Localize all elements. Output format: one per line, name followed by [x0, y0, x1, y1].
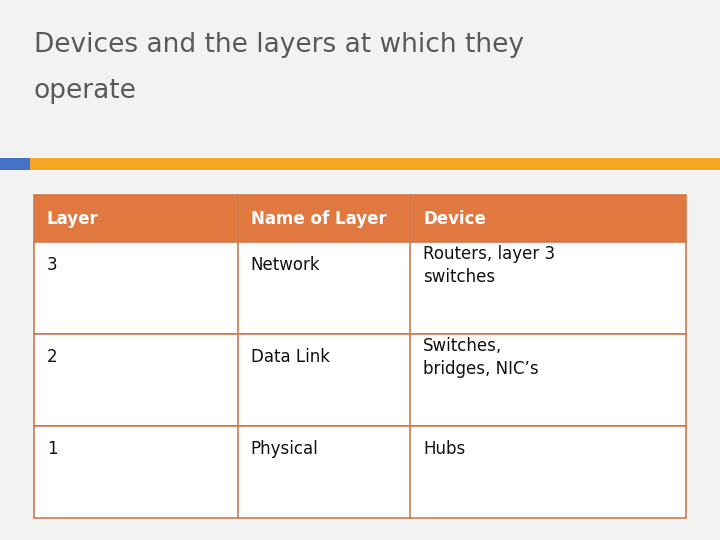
Text: Device: Device — [423, 210, 486, 228]
Text: Data Link: Data Link — [251, 348, 330, 367]
Bar — [30, 158, 720, 170]
Bar — [34, 334, 686, 427]
Text: 3: 3 — [47, 256, 58, 274]
Bar — [0, 158, 30, 170]
Bar — [34, 427, 686, 518]
Text: 2: 2 — [47, 348, 58, 367]
Text: operate: operate — [34, 78, 137, 104]
Text: 1: 1 — [47, 441, 58, 458]
Text: Physical: Physical — [251, 441, 318, 458]
Bar — [34, 242, 686, 334]
Text: Devices and the layers at which they: Devices and the layers at which they — [34, 32, 524, 58]
Text: Switches,
bridges, NIC’s: Switches, bridges, NIC’s — [423, 336, 539, 378]
Text: Routers, layer 3
switches: Routers, layer 3 switches — [423, 245, 556, 286]
Bar — [34, 195, 686, 242]
Text: Layer: Layer — [47, 210, 99, 228]
Text: Network: Network — [251, 256, 320, 274]
Text: Hubs: Hubs — [423, 441, 466, 458]
Text: Name of Layer: Name of Layer — [251, 210, 387, 228]
